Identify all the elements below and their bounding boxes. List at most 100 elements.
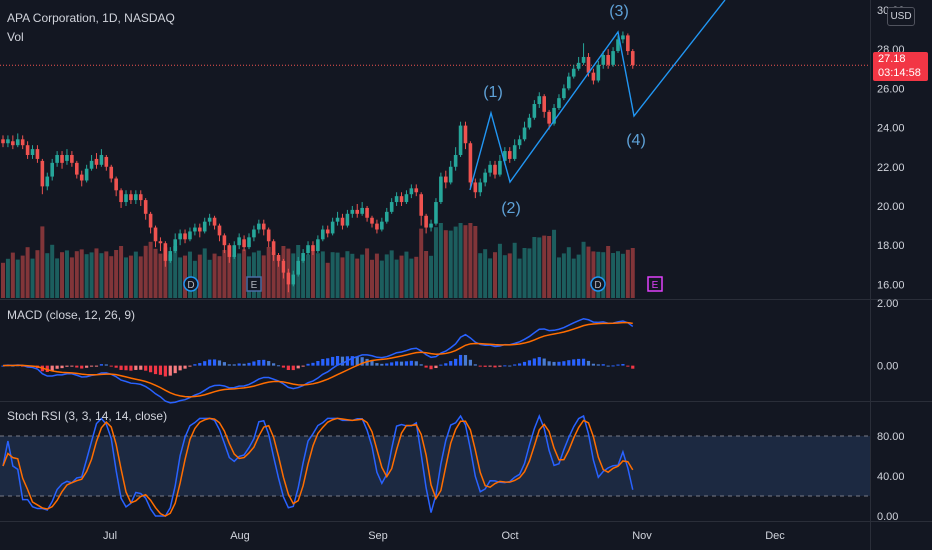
candle-body (384, 211, 389, 222)
volume-bar (84, 254, 89, 298)
volume-bar (552, 229, 557, 298)
elliott-wave-drawing[interactable]: (1) (2) (3) (4) (469, 0, 726, 217)
candle-body (222, 235, 227, 246)
volume-bar (163, 247, 168, 298)
macd-histogram-bar (188, 365, 192, 367)
candle-body (20, 139, 25, 146)
candle-body (493, 164, 497, 175)
macd-histogram-bar (527, 360, 532, 366)
candle-body (65, 155, 69, 161)
candle-body (350, 209, 355, 214)
candle-body (488, 164, 492, 173)
volume-bar (109, 256, 114, 298)
volume-bar (360, 254, 365, 298)
macd-histogram-bar (227, 364, 231, 366)
earnings-marker (647, 276, 663, 292)
time-scale-label: Nov (632, 530, 652, 542)
candle-body (301, 253, 305, 261)
time-scale-label: Aug (230, 530, 250, 542)
volume-bar (237, 253, 242, 298)
volume-bar (453, 226, 458, 298)
macd-histogram-bar (468, 359, 472, 366)
candle-body (321, 229, 325, 240)
candle-body (75, 162, 79, 175)
macd-histogram-bar (385, 363, 389, 366)
volume-bar (10, 252, 15, 298)
macd-histogram-bar (149, 365, 153, 373)
macd-histogram-bar (631, 365, 635, 369)
macd-histogram-bar (586, 360, 591, 366)
candle-body (202, 221, 207, 232)
volume-bar (94, 248, 99, 298)
volume-bar (60, 252, 65, 298)
macd-histogram-bar (158, 365, 163, 375)
macd-histogram-bar (581, 358, 586, 366)
candle-body (537, 96, 542, 105)
candle-body (630, 51, 635, 66)
candle-body (276, 254, 281, 261)
volume-bar (158, 253, 163, 298)
macd-histogram-bar (212, 359, 217, 366)
macd-histogram-bar (262, 359, 266, 366)
macd-histogram-bar (596, 364, 600, 366)
macd-histogram-bar (114, 365, 118, 368)
candle-body (30, 149, 35, 155)
macd-histogram-bar (611, 365, 615, 367)
macd-histogram-bar (316, 361, 320, 366)
volume-bar (261, 255, 266, 298)
macd-histogram-bar (85, 365, 89, 368)
candle-body (35, 149, 40, 159)
macd-histogram-bar (350, 356, 354, 366)
bar-countdown: 03:14:58 (878, 67, 921, 79)
candle-body (424, 215, 428, 228)
volume-bar (532, 237, 537, 298)
macd-histogram-bar (340, 356, 345, 366)
volume-bar (591, 251, 596, 298)
macd-histogram-bar (237, 363, 241, 366)
macd-histogram-bar (286, 365, 290, 370)
candle-body (448, 166, 453, 183)
volume-bar (187, 251, 192, 298)
candle-body (178, 233, 182, 240)
volume-bar (178, 257, 183, 298)
macd-histogram-bar (542, 358, 546, 366)
macd-histogram-bar (591, 363, 595, 366)
volume-bar (320, 251, 325, 298)
macd-histogram-bar (444, 363, 448, 366)
symbol-title[interactable]: APA Corporation, 1D, NASDAQ (7, 11, 175, 25)
candle-body (517, 139, 522, 146)
stoch-rsi-legend[interactable]: Stoch RSI (3, 3, 14, 14, close) (7, 409, 168, 423)
candle-body (375, 223, 379, 230)
candle-body (542, 96, 546, 112)
dividend-marker (590, 276, 606, 292)
volume-bar (25, 247, 30, 298)
volume-bar (99, 253, 104, 298)
macd-histogram-bar (439, 364, 443, 366)
macd-histogram-bar (173, 365, 177, 374)
candle-body (252, 229, 256, 238)
macd-histogram-bar (139, 365, 143, 370)
candle-body (266, 229, 271, 242)
candle-body (512, 145, 517, 159)
volume-bar (5, 258, 10, 298)
volume-bar (222, 250, 227, 298)
volume-bar (547, 236, 552, 298)
macd-histogram-bar (414, 361, 418, 366)
macd-histogram-bar (45, 365, 49, 373)
macd-legend[interactable]: MACD (close, 12, 26, 9) (7, 308, 136, 322)
volume-bar (124, 257, 128, 298)
macd-histogram-bar (291, 365, 295, 371)
volume-bar (458, 223, 463, 298)
macd-histogram-bar (532, 358, 536, 366)
candle-body (40, 160, 45, 187)
macd-histogram-bar (134, 365, 138, 370)
volume-label[interactable]: Vol (7, 30, 24, 44)
volume-bar (89, 252, 94, 298)
currency-badge[interactable]: USD (887, 7, 915, 26)
volume-bar (335, 252, 340, 298)
candle-body (232, 245, 237, 257)
volume-bar (370, 259, 374, 298)
candle-body (576, 62, 581, 69)
